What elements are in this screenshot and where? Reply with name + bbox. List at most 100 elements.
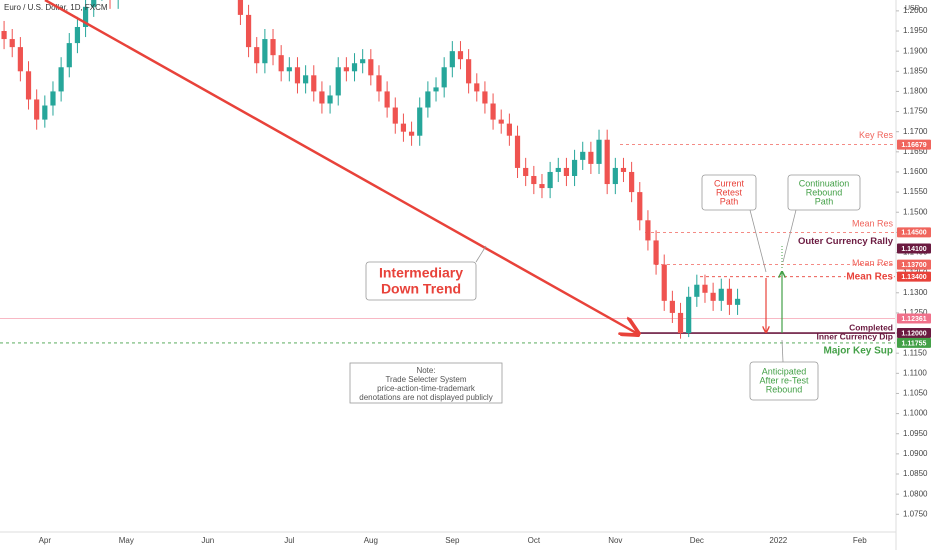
candle-body xyxy=(547,171,553,189)
candle-body xyxy=(596,139,602,164)
note: Note: xyxy=(416,366,435,375)
candle-body xyxy=(360,59,366,64)
y-tick-label: 1.1300 xyxy=(903,288,928,297)
price-label: 1.13400 xyxy=(901,274,926,281)
price-label-bg xyxy=(897,313,931,324)
candle-body xyxy=(506,123,512,136)
candle-body xyxy=(482,91,488,104)
candle-body xyxy=(555,167,561,172)
candle-body xyxy=(1,31,7,40)
candle-body xyxy=(466,59,472,84)
y-tick-label: 1.2000 xyxy=(903,6,928,15)
price-label: 1.16679 xyxy=(901,142,926,149)
price-label: 1.14100 xyxy=(901,246,926,253)
candle-body xyxy=(653,240,659,265)
candle-body xyxy=(490,103,496,120)
annotation: Down Trend xyxy=(381,281,461,297)
price-label: 1.12000 xyxy=(901,330,926,337)
candle-body xyxy=(523,167,529,176)
callout-pointer xyxy=(749,209,767,273)
note-box xyxy=(349,362,503,404)
candle-body xyxy=(58,67,64,92)
y-tick-label: 1.1100 xyxy=(903,368,927,377)
x-tick-label: Oct xyxy=(528,536,541,545)
candle-body xyxy=(384,91,390,108)
candle-body xyxy=(620,167,627,172)
candle-body xyxy=(425,91,431,108)
price-label: 1.14500 xyxy=(901,230,926,237)
candle-body xyxy=(82,6,89,27)
level-name: Mean Res xyxy=(852,219,894,229)
candle-body xyxy=(694,284,700,297)
y-tick-label: 1.1750 xyxy=(903,107,928,116)
y-tick-label: 1.1050 xyxy=(903,389,928,398)
annotation: Path xyxy=(720,196,739,206)
candle-body xyxy=(237,0,244,15)
price-label-bg xyxy=(897,139,931,150)
annotation: Rebound xyxy=(806,187,843,197)
candle-body xyxy=(50,91,56,106)
y-tick-label: 1.1700 xyxy=(903,127,928,136)
candle-body xyxy=(645,220,651,241)
candle-body xyxy=(376,75,382,92)
y-tick-label: 1.0850 xyxy=(903,469,928,478)
candle-body xyxy=(612,167,618,185)
candle-body xyxy=(311,75,317,92)
candle-body xyxy=(563,167,570,176)
note: denotations are not displayed publicly xyxy=(359,393,492,402)
candle-body xyxy=(604,139,610,185)
x-tick-label: Jun xyxy=(201,536,214,545)
annotation: Current xyxy=(714,178,745,188)
candle-body xyxy=(270,39,276,56)
candle-body xyxy=(351,63,358,72)
candle-body xyxy=(25,71,32,100)
candle-body xyxy=(677,312,684,334)
level-name: Inner Currency Dip xyxy=(816,331,893,341)
candle-body xyxy=(368,59,374,76)
x-tick-label: Jul xyxy=(284,536,294,545)
y-tick-label: 1.1950 xyxy=(903,26,928,35)
price-label: 1.11755 xyxy=(902,340,927,347)
candle-body xyxy=(91,0,97,7)
callout-pointer xyxy=(781,339,784,363)
x-tick-label: Sep xyxy=(445,536,460,545)
candle-body xyxy=(327,95,333,104)
note: Trade Selecter System xyxy=(385,375,466,384)
annotation: Rebound xyxy=(766,384,803,394)
candle-body xyxy=(42,105,48,120)
candle-body xyxy=(498,119,504,124)
candle-body xyxy=(629,171,635,193)
y-tick-label: 1.1800 xyxy=(903,87,928,96)
note: price-action-time-trademark xyxy=(377,384,476,393)
price-label-bg xyxy=(897,259,931,270)
candle-body xyxy=(286,67,292,72)
candle-body xyxy=(408,131,415,136)
y-tick-label: 1.1900 xyxy=(903,46,928,55)
x-tick-label: Nov xyxy=(608,536,622,545)
callout-box xyxy=(749,361,819,401)
candle-body xyxy=(278,55,284,72)
candle-body xyxy=(457,51,464,60)
candle-body xyxy=(262,39,268,64)
trend-arrow xyxy=(44,0,638,334)
candle-body xyxy=(718,288,724,301)
candle-body xyxy=(74,26,81,44)
x-tick-label: 2022 xyxy=(769,536,787,545)
y-tick-label: 1.1250 xyxy=(903,308,928,317)
y-tick-label: 1.0800 xyxy=(903,489,928,498)
candle-body xyxy=(580,151,586,160)
candle-body xyxy=(686,296,692,334)
candle-body xyxy=(303,75,309,84)
y-tick-label: 1.1000 xyxy=(903,409,928,418)
candle-body xyxy=(531,175,537,185)
candle-body xyxy=(539,184,545,189)
chart-title: Euro / U.S. Dollar, 1D, FXCM xyxy=(4,3,108,12)
candle-body xyxy=(474,83,480,92)
candle-body xyxy=(17,47,23,72)
candle-body xyxy=(34,99,40,120)
candle-body xyxy=(588,151,594,164)
price-label-bg xyxy=(897,227,931,238)
candle-body xyxy=(661,264,667,301)
y-tick-label: 1.0900 xyxy=(903,449,928,458)
x-tick-label: Apr xyxy=(39,536,52,545)
